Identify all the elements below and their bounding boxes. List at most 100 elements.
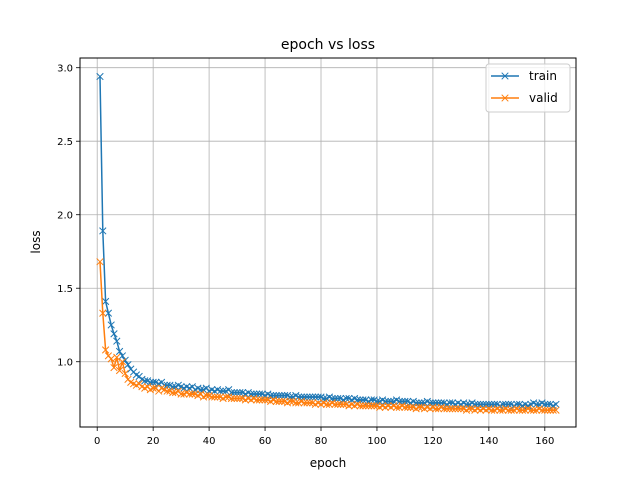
chart-title: epoch vs loss xyxy=(281,37,375,53)
data-point-valid xyxy=(364,402,373,410)
data-point-train xyxy=(306,393,314,401)
data-point-valid xyxy=(300,399,308,407)
data-point-valid xyxy=(261,396,269,404)
data-point-valid xyxy=(177,390,185,398)
data-point-valid xyxy=(339,400,348,409)
data-point-valid xyxy=(392,403,401,411)
x-axis-label: epoch xyxy=(310,456,347,470)
y-tick-label: 1.5 xyxy=(57,284,73,295)
data-point-train xyxy=(303,393,311,401)
legend: train valid xyxy=(485,63,571,113)
data-point-valid xyxy=(211,393,219,401)
data-point-valid xyxy=(515,406,524,414)
data-point-valid xyxy=(488,406,496,414)
x-tick-label: 140 xyxy=(479,436,498,447)
data-point-train xyxy=(482,400,490,409)
data-point-train xyxy=(488,400,496,409)
data-point-train xyxy=(331,394,339,403)
grid-lines xyxy=(80,58,576,427)
data-point-train xyxy=(110,330,118,338)
data-point-train xyxy=(543,400,552,409)
legend-label-train: train xyxy=(529,69,557,83)
data-point-valid xyxy=(286,397,294,406)
data-point-train xyxy=(149,378,157,386)
data-point-train xyxy=(219,387,227,395)
x-tick-label: 20 xyxy=(147,436,160,447)
series-train xyxy=(96,72,560,410)
data-point-train xyxy=(227,388,236,397)
data-point-train xyxy=(272,391,280,400)
series-valid xyxy=(96,258,560,414)
data-point-train xyxy=(255,390,264,398)
data-point-train xyxy=(359,396,367,404)
data-point-train xyxy=(308,393,317,401)
data-point-valid xyxy=(336,400,345,409)
data-point-valid xyxy=(331,400,339,409)
data-point-train xyxy=(314,393,322,401)
data-point-train xyxy=(311,393,320,401)
data-point-valid xyxy=(529,406,538,414)
y-tick-label: 2.0 xyxy=(57,211,73,222)
data-point-train xyxy=(275,391,283,400)
data-point-valid xyxy=(362,402,370,410)
data-point-valid xyxy=(440,405,448,413)
data-point-valid xyxy=(101,346,110,354)
x-tick-label: 80 xyxy=(315,436,328,447)
data-point-valid xyxy=(163,387,171,395)
data-point-valid xyxy=(496,406,504,414)
data-point-valid xyxy=(504,406,513,414)
data-point-valid xyxy=(233,394,241,403)
data-point-train xyxy=(395,397,403,406)
data-point-valid xyxy=(552,406,560,414)
data-point-train xyxy=(236,388,244,397)
data-point-valid xyxy=(370,402,378,410)
data-point-valid xyxy=(115,366,124,375)
data-point-valid xyxy=(359,402,367,410)
data-point-train xyxy=(552,400,560,409)
data-point-valid xyxy=(454,405,462,413)
data-point-train xyxy=(499,400,507,409)
data-point-train xyxy=(169,383,177,391)
data-point-train xyxy=(113,337,121,345)
data-point-valid xyxy=(322,400,331,409)
data-point-train xyxy=(446,399,454,407)
x-tick-label: 100 xyxy=(367,436,386,447)
data-point-train xyxy=(115,347,124,356)
data-point-valid xyxy=(236,394,244,403)
data-point-valid xyxy=(404,403,412,411)
data-point-valid xyxy=(543,406,552,414)
data-point-valid xyxy=(367,402,376,410)
data-point-valid xyxy=(278,397,286,406)
data-point-valid xyxy=(451,405,459,413)
data-point-valid xyxy=(96,258,104,266)
axes-frame xyxy=(79,57,577,428)
data-point-train xyxy=(104,309,113,317)
data-point-valid xyxy=(258,396,266,404)
data-point-train xyxy=(107,321,115,329)
data-point-train xyxy=(541,400,549,409)
data-point-train xyxy=(141,377,149,385)
legend-marker-train xyxy=(501,72,509,80)
data-point-train xyxy=(412,399,420,407)
data-point-train xyxy=(387,397,395,406)
data-point-train xyxy=(342,394,350,403)
data-point-valid xyxy=(110,363,118,372)
y-tick-label: 3.0 xyxy=(57,64,73,75)
y-tick-label: 1.0 xyxy=(57,358,73,369)
data-point-train xyxy=(101,297,110,306)
data-point-train xyxy=(356,396,364,404)
data-point-train xyxy=(216,387,224,395)
data-point-valid xyxy=(546,406,555,414)
legend-label-valid: valid xyxy=(529,91,558,105)
data-point-train xyxy=(230,388,238,397)
series-layer xyxy=(96,72,560,414)
data-point-valid xyxy=(432,405,440,413)
data-point-valid xyxy=(149,384,157,392)
data-point-valid xyxy=(538,406,546,414)
data-point-valid xyxy=(275,397,283,406)
data-point-valid xyxy=(303,399,311,407)
x-tick-label: 160 xyxy=(535,436,554,447)
data-point-valid xyxy=(415,403,423,411)
data-point-valid xyxy=(227,394,236,403)
data-point-train xyxy=(163,381,171,389)
